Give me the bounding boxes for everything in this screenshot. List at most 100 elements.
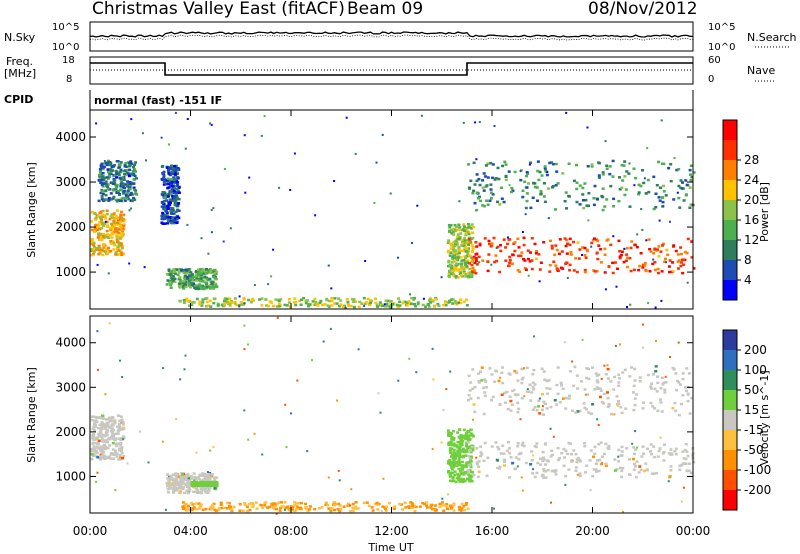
nsky-panel: N.Sky 10^5 10^0 10^5 10^0 N.Search	[4, 21, 797, 53]
colorbar-tick-label: 50	[744, 383, 759, 397]
vel-cell	[660, 376, 664, 379]
vel-cell	[558, 457, 562, 460]
vel-cell	[570, 460, 573, 463]
power-cell	[657, 255, 661, 258]
vel-noise-cell	[606, 364, 609, 367]
power-cell	[339, 299, 343, 302]
vel-noise-cell	[415, 371, 418, 374]
power-cell	[692, 171, 696, 174]
power-cell	[183, 301, 186, 304]
power-cell	[464, 273, 468, 276]
vel-cell	[491, 395, 495, 399]
power-cell	[493, 260, 497, 264]
power-cell	[583, 182, 587, 185]
power-cell	[572, 269, 576, 272]
power-cell	[173, 198, 177, 202]
vel-cell	[542, 476, 546, 479]
vel-cell	[266, 506, 270, 509]
power-cell	[549, 239, 552, 243]
power-cell	[94, 227, 98, 230]
power-cell	[178, 276, 182, 279]
power-cell	[116, 217, 120, 220]
power-colorbar-label: Power [dB]	[758, 182, 771, 242]
vel-cell	[660, 410, 664, 413]
vel-cell	[620, 469, 624, 473]
vel-cell	[607, 377, 610, 380]
power-cell	[302, 296, 306, 300]
vel-cell	[174, 489, 178, 492]
power-cell	[205, 268, 209, 271]
power-cell	[504, 178, 508, 182]
vel-cell	[458, 442, 462, 446]
vel-cell	[194, 490, 198, 493]
vel-cell	[295, 508, 299, 511]
power-cell	[166, 205, 170, 208]
power-cell	[177, 284, 181, 288]
power-cell	[122, 224, 126, 228]
vel-cell	[559, 381, 563, 385]
power-cell	[621, 179, 625, 182]
power-noise-cell	[519, 170, 522, 173]
vel-cell	[407, 506, 411, 510]
power-cell	[467, 237, 471, 241]
vel-cell	[339, 508, 343, 511]
power-cell	[470, 223, 474, 226]
vel-cell	[578, 458, 582, 462]
power-cell	[167, 201, 171, 204]
power-cell	[451, 298, 455, 301]
vel-cell	[534, 445, 538, 449]
power-cell	[100, 178, 104, 182]
vel-cell	[205, 475, 209, 479]
power-cell	[237, 303, 241, 307]
power-cell	[228, 297, 231, 300]
power-cell	[470, 269, 474, 272]
vel-cell	[628, 375, 632, 378]
power-cell	[97, 179, 101, 182]
vel-cell	[466, 507, 470, 510]
vel-cell	[564, 407, 568, 410]
power-cell	[92, 241, 96, 245]
power-cell	[597, 174, 601, 177]
power-cell	[201, 270, 205, 273]
vel-cell	[620, 445, 624, 449]
vel-cell	[464, 463, 468, 467]
power-cell	[111, 197, 115, 200]
vel-cell	[187, 504, 190, 508]
vel-cell	[480, 366, 484, 369]
power-cell	[164, 213, 168, 217]
power-cell	[108, 233, 112, 237]
vel-cell	[583, 444, 587, 448]
power-cell	[539, 261, 543, 264]
vel-cell	[576, 456, 580, 460]
vel-cell	[494, 441, 498, 444]
power-cell	[100, 183, 104, 187]
vel-cell	[337, 502, 341, 506]
power-cell	[298, 299, 302, 303]
power-cell	[201, 279, 205, 283]
vel-cell	[183, 473, 187, 477]
vel-cell	[576, 410, 580, 413]
vel-cell	[454, 480, 458, 484]
power-cell	[463, 241, 467, 245]
power-cell	[449, 298, 453, 301]
vel-cell	[168, 487, 172, 490]
power-cell	[103, 214, 107, 217]
power-cell	[476, 197, 480, 200]
power-cell	[120, 235, 124, 239]
power-cell	[116, 246, 120, 249]
vel-cell	[469, 449, 472, 452]
power-cell	[533, 185, 537, 189]
vel-cell	[593, 388, 597, 391]
power-noise-cell	[669, 220, 671, 223]
vel-cell	[122, 455, 126, 458]
vel-cell	[637, 471, 641, 474]
vel-cell	[496, 445, 500, 449]
power-cell	[497, 177, 501, 181]
vel-cell	[165, 482, 169, 485]
power-cell	[112, 225, 116, 229]
vel-cell	[454, 455, 457, 458]
power-cell	[468, 272, 472, 276]
power-noise-cell	[103, 160, 106, 162]
vel-cell	[567, 441, 571, 445]
power-cell	[192, 282, 195, 286]
